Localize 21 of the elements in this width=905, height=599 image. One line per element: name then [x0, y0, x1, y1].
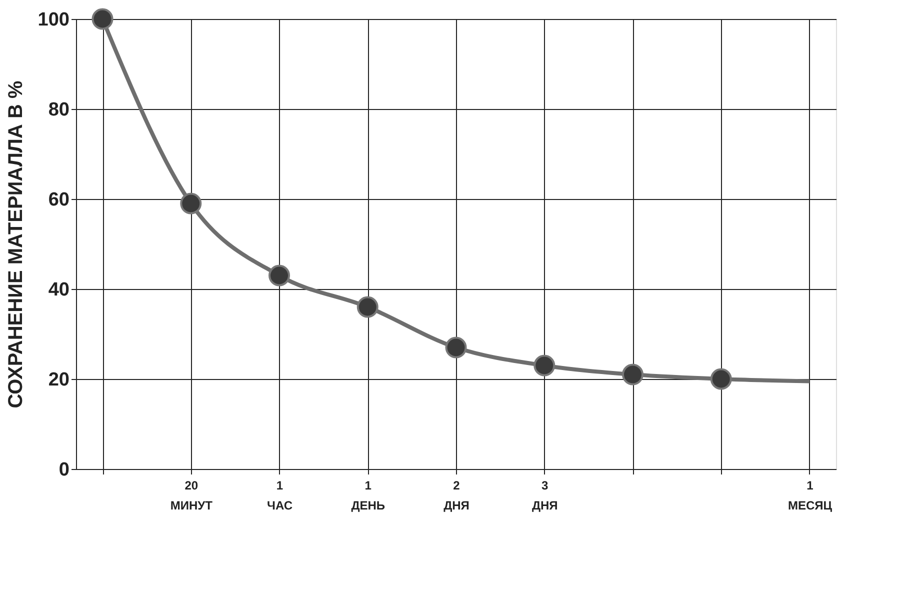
x-tick-label: 1 МЕСЯЦ — [788, 478, 832, 512]
x-tick-label: 3 ДНЯ — [532, 478, 558, 512]
y-tick-label: 80 — [48, 100, 70, 120]
x-tick-label: 20 МИНУТ — [170, 478, 214, 512]
x-tick-label: 2 ДНЯ — [444, 478, 470, 512]
point — [268, 264, 290, 286]
y-tick-label: 60 — [48, 190, 70, 210]
point — [710, 368, 732, 390]
point — [445, 336, 467, 358]
y-tick-label: 100 — [38, 10, 70, 30]
point — [622, 364, 644, 386]
y-axis-title: СОХРАНЕНИЕ МАТЕРИАЛЛА В % — [4, 80, 27, 408]
point — [356, 296, 378, 318]
point — [180, 192, 202, 214]
y-tick-label: 0 — [58, 460, 70, 480]
point — [92, 8, 114, 30]
y-tick-label: 20 — [48, 370, 70, 390]
y-tick-label: 40 — [48, 280, 70, 300]
x-tick-label: 1 ЧАС — [267, 478, 293, 512]
point — [534, 354, 556, 376]
x-tick-label: 1 ДЕНЬ — [351, 478, 386, 512]
